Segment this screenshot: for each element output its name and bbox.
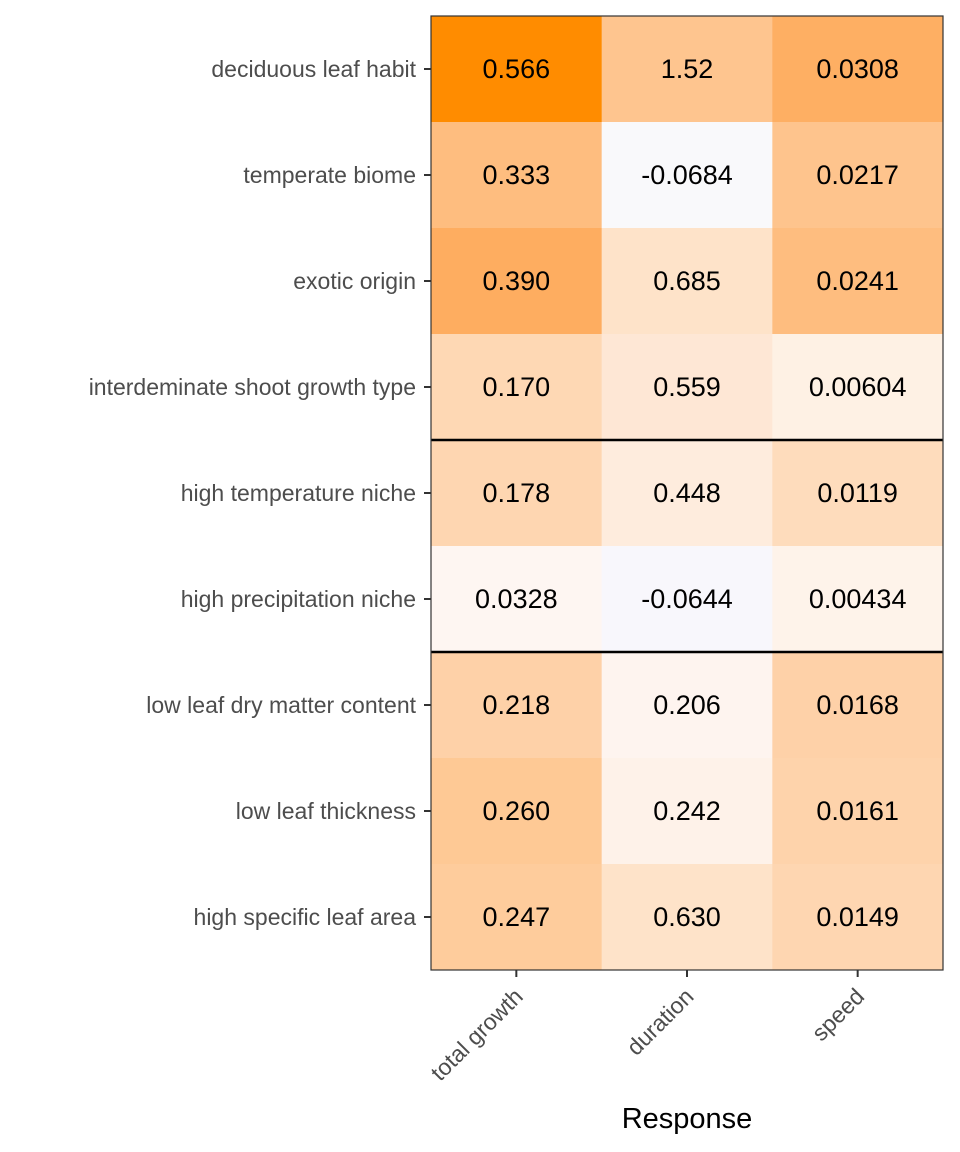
y-axis: deciduous leaf habit temperate biome exoti… [89,56,431,930]
heatmap-cell-exotic-origin-duration [601,228,773,335]
cell-value-high-precipitation-niche-duration: -0.0644 [641,584,733,614]
cell-value-high-specific-leaf-area-total-growth: 0.247 [483,902,551,932]
y-tick-label-exotic-origin: exotic origin [293,268,416,294]
y-tick-label-low-leaf-thickness: low leaf thickness [236,798,416,824]
heatmap-cell-temperate-biome-speed [772,122,944,229]
cell-value-deciduous-leaf-habit-speed: 0.0308 [816,54,899,84]
cell-value-low-leaf-dry-matter-content-speed: 0.0168 [816,690,899,720]
cell-value-high-temperature-niche-duration: 0.448 [653,478,721,508]
cell-value-low-leaf-thickness-duration: 0.242 [653,796,721,826]
y-tick-label-low-leaf-dry-matter-content: low leaf dry matter content [146,692,416,718]
y-tick-label-deciduous-leaf-habit: deciduous leaf habit [211,56,416,82]
heatmap-cell-deciduous-leaf-habit-duration [601,16,773,123]
heatmap-cell-low-leaf-dry-matter-content-total-growth [431,652,603,759]
heatmap-cell-interdeminate-shoot-growth-type-total-growth [431,334,603,441]
cell-value-labels: 0.566 1.52 0.0308 0.333 -0.0684 0.0217 0.390 0.… [475,54,906,932]
cell-value-high-precipitation-niche-speed: 0.00434 [809,584,907,614]
y-tick-label-high-precipitation-niche: high precipitation niche [181,586,416,612]
x-tick-label-total-growth: total growth [425,983,527,1085]
cell-value-low-leaf-thickness-total-growth: 0.260 [483,796,551,826]
heatmap-cell-interdeminate-shoot-growth-type-duration [601,334,773,441]
cell-value-interdeminate-shoot-growth-type-speed: 0.00604 [809,372,907,402]
cell-value-high-temperature-niche-total-growth: 0.178 [483,478,551,508]
x-axis-title: Response [622,1103,753,1135]
group-separators [431,438,943,654]
heatmap-cell-temperate-biome-total-growth [431,122,603,229]
cell-value-exotic-origin-speed: 0.0241 [816,266,899,296]
x-tick-label-duration: duration [621,983,698,1060]
heatmap-cell-high-temperature-niche-duration [601,440,773,547]
cell-value-temperate-biome-speed: 0.0217 [816,160,899,190]
cell-value-deciduous-leaf-habit-duration: 1.52 [661,54,714,84]
heatmap-cell-low-leaf-dry-matter-content-speed [772,652,944,759]
heatmap-cell-low-leaf-dry-matter-content-duration [601,652,773,759]
heatmap-cell-low-leaf-thickness-speed [772,758,944,865]
heatmap-cell-high-precipitation-niche-total-growth [431,546,603,653]
heatmap-cell-deciduous-leaf-habit-total-growth [431,16,603,123]
cell-value-temperate-biome-total-growth: 0.333 [483,160,551,190]
cell-value-temperate-biome-duration: -0.0684 [641,160,733,190]
heatmap-cell-high-specific-leaf-area-total-growth [431,864,603,971]
heatmap-cell-low-leaf-thickness-total-growth [431,758,603,865]
cell-value-exotic-origin-total-growth: 0.390 [483,266,551,296]
cell-value-deciduous-leaf-habit-total-growth: 0.566 [483,54,551,84]
x-axis: total growth duration speed [425,970,869,1086]
cell-value-low-leaf-dry-matter-content-duration: 0.206 [653,690,721,720]
y-tick-label-interdeminate-shoot-growth-type: interdeminate shoot growth type [89,374,416,400]
heatmap-cell-high-precipitation-niche-speed [772,546,944,653]
heatmap-cell-high-temperature-niche-speed [772,440,944,547]
cell-value-interdeminate-shoot-growth-type-total-growth: 0.170 [483,372,551,402]
cell-value-exotic-origin-duration: 0.685 [653,266,721,296]
cell-value-high-precipitation-niche-total-growth: 0.0328 [475,584,558,614]
heatmap-cell-interdeminate-shoot-growth-type-speed [772,334,944,441]
cell-value-interdeminate-shoot-growth-type-duration: 0.559 [653,372,721,402]
heatmap-cell-exotic-origin-total-growth [431,228,603,335]
heatmap-cell-deciduous-leaf-habit-speed [772,16,944,123]
heatmap-cells [431,16,944,971]
heatmap-cell-high-precipitation-niche-duration [601,546,773,653]
cell-value-high-specific-leaf-area-speed: 0.0149 [816,902,899,932]
y-tick-label-high-temperature-niche: high temperature niche [181,480,416,506]
heatmap-cell-high-temperature-niche-total-growth [431,440,603,547]
x-tick-label-speed: speed [807,983,870,1046]
heatmap-cell-temperate-biome-duration [601,122,773,229]
y-tick-label-high-specific-leaf-area: high specific leaf area [194,904,417,930]
heatmap-cell-low-leaf-thickness-duration [601,758,773,865]
cell-value-high-specific-leaf-area-duration: 0.630 [653,902,721,932]
y-tick-label-temperate-biome: temperate biome [243,162,416,188]
cell-value-low-leaf-thickness-speed: 0.0161 [816,796,899,826]
heatmap-cell-exotic-origin-speed [772,228,944,335]
heatmap-cell-high-specific-leaf-area-speed [772,864,944,971]
cell-value-high-temperature-niche-speed: 0.0119 [817,478,898,508]
cell-value-low-leaf-dry-matter-content-total-growth: 0.218 [483,690,551,720]
heatmap-cell-high-specific-leaf-area-duration [601,864,773,971]
